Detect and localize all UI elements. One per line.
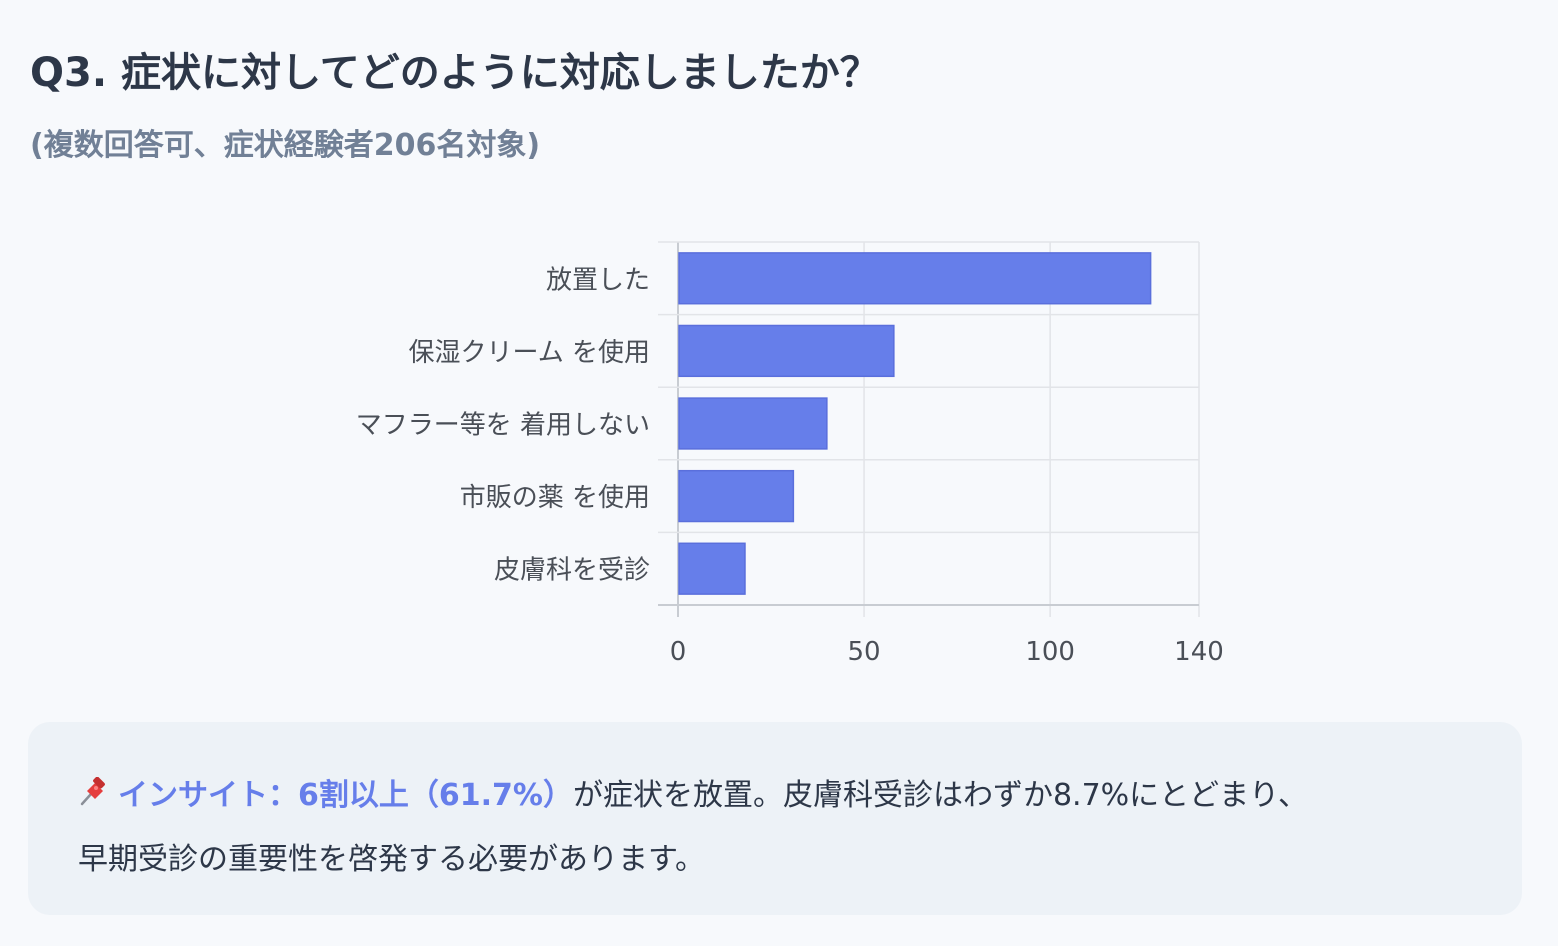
x-tick-label: 140 <box>1174 637 1224 667</box>
category-label: 放置した <box>546 265 650 295</box>
category-label: 保湿クリーム を使用 <box>409 338 651 368</box>
insight-text-line2: 早期受診の重要性を啓発する必要があります。 <box>78 842 705 877</box>
insight-label: インサイト：6割以上（61.7%） <box>118 778 573 813</box>
chart-subtitle: (複数回答可、症状経験者206名対象) <box>30 128 541 163</box>
category-label: 市販の薬 を使用 <box>460 483 650 513</box>
x-tick-label: 100 <box>1025 637 1075 667</box>
x-tick-label: 50 <box>848 637 881 667</box>
chart-grid <box>658 241 1200 617</box>
insight-box: インサイト：6割以上（61.7%）が症状を放置。皮膚科受診はわずか8.7%にとど… <box>28 722 1522 915</box>
bar <box>678 397 828 450</box>
pushpin-icon <box>78 766 108 806</box>
bar <box>678 252 1152 305</box>
insight-text-line1: が症状を放置。皮膚科受診はわずか8.7%にとどまり、 <box>572 778 1308 813</box>
bar <box>678 324 895 378</box>
category-label: 皮膚科を受診 <box>494 556 650 586</box>
chart-bars <box>678 252 1152 595</box>
chart-title: Q3. 症状に対してどのように対応しましたか？ <box>30 50 880 96</box>
bar <box>678 542 746 595</box>
insight-text: インサイト：6割以上（61.7%）が症状を放置。皮膚科受診はわずか8.7%にとど… <box>78 764 1472 892</box>
chart-area: 放置した保湿クリーム を使用マフラー等を 着用しない市販の薬 を使用皮膚科を受診… <box>356 241 1224 667</box>
chart-x-ticks: 0 50 100 140 <box>670 637 1224 667</box>
category-label: マフラー等を 着用しない <box>356 411 650 441</box>
bar <box>678 469 795 523</box>
x-tick-label: 0 <box>670 637 687 667</box>
